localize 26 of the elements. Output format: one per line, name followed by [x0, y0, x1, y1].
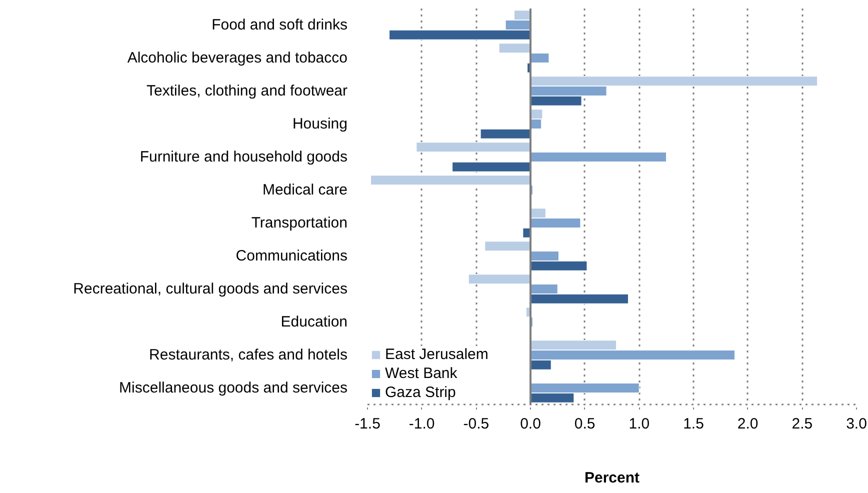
x-tick-label: 0.5: [574, 416, 596, 432]
x-tick-label: -1.5: [354, 416, 380, 432]
y-tick-label: Medical care: [262, 182, 348, 198]
x-axis-title: Percent: [584, 470, 640, 486]
x-tick-label: 2.5: [792, 416, 813, 432]
x-tick-label: 3.0: [846, 416, 867, 432]
x-tick-label: 1.5: [683, 416, 704, 432]
x-tick-label: 2.0: [737, 416, 758, 432]
y-tick-label: Alcoholic beverages and tobacco: [127, 50, 348, 66]
y-tick-label: Textiles, clothing and footwear: [146, 82, 348, 100]
y-tick-label: Transportation: [251, 214, 348, 232]
y-tick-label: Education: [280, 314, 348, 330]
legend-label: East Jerusalem: [385, 346, 488, 363]
x-tick-label: 0.0: [520, 416, 541, 432]
y-tick-label: Housing: [292, 116, 348, 132]
legend-label: West Bank: [385, 365, 458, 382]
y-tick-label: Furniture and household goods: [140, 148, 348, 166]
y-tick-label: Restaurants, cafes and hotels: [149, 346, 348, 364]
x-tick-label: -0.5: [463, 416, 490, 432]
y-tick-label: Communications: [236, 248, 348, 264]
legend-label: Gaza Strip: [385, 384, 456, 401]
y-tick-label: Miscellaneous goods and services: [119, 380, 348, 396]
x-tick-label: 1.0: [628, 416, 650, 432]
x-tick-label: -1.0: [408, 416, 435, 432]
y-tick-label: Recreational, cultural goods and services: [73, 280, 348, 298]
y-tick-label: Food and soft drinks: [212, 16, 348, 34]
